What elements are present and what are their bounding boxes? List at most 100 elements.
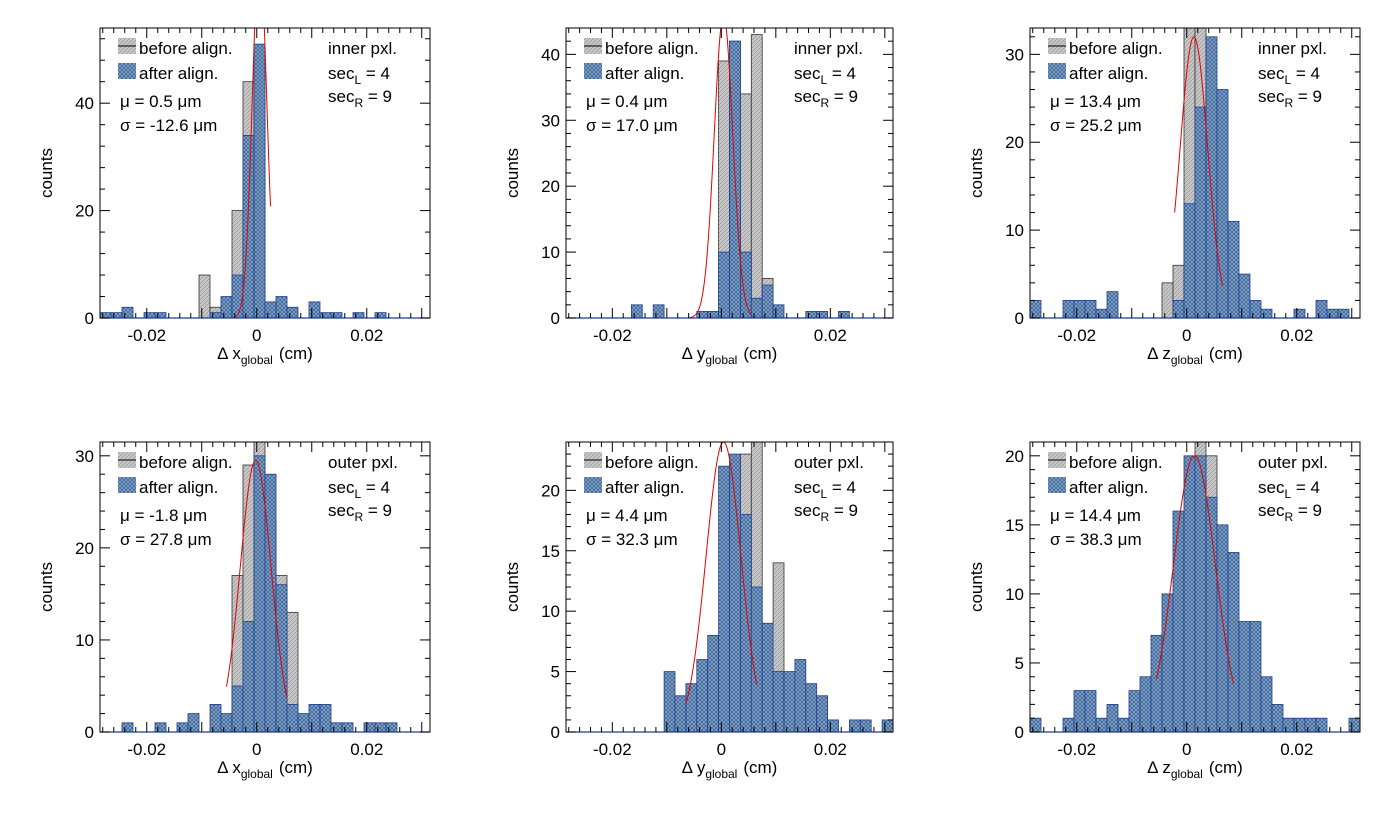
- sector-right-label: secR = 9: [328, 501, 392, 524]
- x-tick-label: -0.02: [593, 740, 632, 759]
- after-align-bars-bar: [1117, 717, 1130, 732]
- after-align-bars-bar: [849, 719, 861, 732]
- after-align-bars-bar: [1293, 717, 1306, 732]
- sector-left-value: 4: [1311, 64, 1320, 83]
- gaussian-fit-curve: [688, 28, 752, 318]
- after-align-bars-bar: [827, 719, 839, 732]
- sector-left-value: 4: [847, 478, 856, 497]
- sector-left-value: 4: [1311, 478, 1320, 497]
- layer-label: inner pxl.: [794, 39, 863, 58]
- after-align-bars-bar: [740, 514, 752, 732]
- after-align-bars-bar: [1095, 717, 1108, 732]
- after-align-bars-bar: [100, 312, 112, 318]
- sector-right-value: 9: [1313, 87, 1322, 106]
- legend: before align. after align.: [584, 452, 699, 497]
- after-align-bars-bar: [1337, 308, 1350, 318]
- y-tick-label: 10: [541, 243, 560, 262]
- after-align-bars-bar: [308, 703, 321, 732]
- after-align-bars-bar: [772, 304, 785, 318]
- after-align-bars-bar: [718, 465, 730, 732]
- y-tick-label: 0: [85, 309, 94, 328]
- legend-label-after: after align.: [139, 478, 218, 497]
- after-align-bars-bar: [631, 304, 643, 318]
- plot-area: [1030, 442, 1360, 732]
- x-tick-label: 0: [1182, 326, 1191, 345]
- x-tick-label: -0.02: [127, 740, 166, 759]
- histogram-panel-5: 0 5 10 15 20 -0.02 0 0.02 Δ yglobal (cm) counts bef…: [503, 441, 894, 781]
- after-align-bars-bar: [1348, 717, 1360, 732]
- after-align-bars-bar: [1227, 552, 1240, 732]
- x-tick-label: 0: [252, 740, 261, 759]
- before-align-bars-bar: [750, 34, 763, 318]
- x-axis-title: Δ zglobal (cm): [1147, 758, 1243, 781]
- x-axis-title-prefix: Δ y: [682, 344, 706, 363]
- after-align-bars-bar: [121, 722, 134, 732]
- after-align-bars-bar: [275, 584, 288, 732]
- after-align-bars-bar: [1282, 717, 1295, 732]
- legend-label-before: before align.: [605, 453, 699, 472]
- after-align-bars-bar: [110, 312, 123, 318]
- y-tick-label: 10: [541, 602, 560, 621]
- y-tick-label: 5: [1015, 654, 1024, 673]
- sector-right-label: secR = 9: [328, 87, 392, 110]
- plot-area: [100, 28, 387, 318]
- after-align-bars-bar: [1216, 524, 1229, 732]
- after-align-bars-bar: [220, 296, 233, 318]
- y-tick-label: 30: [75, 447, 94, 466]
- after-align-bars-bar: [341, 722, 354, 732]
- after-align-bars-bar: [1106, 703, 1119, 732]
- after-align-bars-bar: [1238, 273, 1251, 318]
- legend: before align. after align.: [1048, 452, 1163, 497]
- after-align-bars-bar: [1172, 300, 1185, 318]
- y-axis-title: counts: [37, 562, 56, 612]
- sector-left-label: secL = 4: [1258, 64, 1320, 87]
- sector-left-label: secL = 4: [328, 478, 390, 501]
- layer-label: inner pxl.: [328, 39, 397, 58]
- sector-right-label: secR = 9: [794, 501, 858, 524]
- y-tick-label: 40: [75, 94, 94, 113]
- after-align-bars-bar: [696, 311, 709, 318]
- x-axis-title-prefix: Δ z: [1147, 344, 1171, 363]
- after-align-bars-bar: [385, 722, 398, 732]
- after-align-bars-bar: [374, 722, 387, 732]
- after-align-bars-bar: [275, 296, 288, 318]
- after-align-bars-bar: [1293, 308, 1306, 318]
- after-align-bars-bar: [363, 722, 376, 732]
- after-align-bars-bar: [859, 719, 872, 732]
- y-tick-label: 30: [1005, 45, 1024, 64]
- after-align-bars-bar: [696, 659, 709, 732]
- y-axis-title: counts: [503, 148, 522, 198]
- x-axis-title-unit: (cm): [1209, 758, 1243, 777]
- after-align-bars-bar: [1128, 690, 1141, 732]
- sector-right-value: 9: [849, 501, 858, 520]
- after-align-bars-bar: [685, 683, 698, 732]
- x-axis-title-unit: (cm): [279, 344, 313, 363]
- after-align-bars-bar: [1106, 291, 1119, 318]
- gaussian-fit-curve: [1174, 36, 1223, 286]
- x-axis-title-unit: (cm): [743, 344, 777, 363]
- y-axis-title: counts: [967, 562, 986, 612]
- after-align-bars-bar: [1030, 717, 1042, 732]
- after-align-bars-bar: [718, 251, 730, 318]
- legend-swatch-after: [1048, 477, 1066, 493]
- after-align-bars-bar: [750, 297, 763, 318]
- y-tick-label: 15: [1005, 516, 1024, 535]
- after-align-bars-bar: [1227, 220, 1240, 318]
- sigma-value-text: σ = 27.8 μm: [120, 530, 212, 549]
- x-axis-title: Δ yglobal (cm): [682, 344, 778, 367]
- after-align-bars-bar: [330, 312, 343, 318]
- after-align-bars-bar: [297, 713, 310, 732]
- legend-label-after: after align.: [139, 64, 218, 83]
- y-tick-label: 20: [541, 177, 560, 196]
- after-align-bars-bar: [794, 659, 807, 732]
- after-align-bars-bar: [374, 312, 387, 318]
- after-align-bars-bar: [1172, 510, 1185, 732]
- gaussian-fit-curve: [234, 28, 271, 318]
- after-align-bars-bar: [783, 671, 796, 732]
- sigma-value-text: σ = 32.3 μm: [586, 530, 678, 549]
- y-tick-label: 20: [75, 202, 94, 221]
- legend-label-after: after align.: [605, 64, 684, 83]
- x-tick-label: 0: [717, 740, 726, 759]
- after-align-bars-bar: [187, 713, 200, 732]
- x-axis-title-subscript: global: [241, 767, 273, 781]
